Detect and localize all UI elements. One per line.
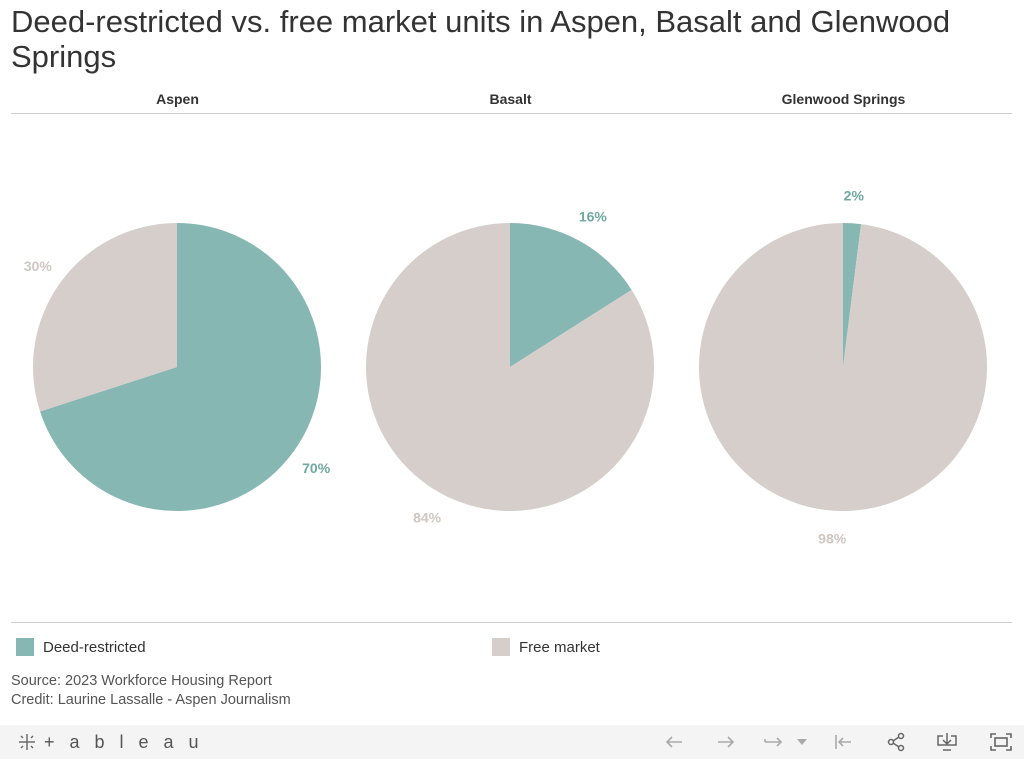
tableau-logo[interactable]: + a b l e a u bbox=[16, 731, 204, 753]
legend-item-deed-restricted[interactable]: Deed-restricted bbox=[16, 638, 146, 656]
legend-divider bbox=[11, 622, 1012, 623]
legend-label-deed-restricted: Deed-restricted bbox=[43, 638, 146, 656]
back-icon[interactable] bbox=[659, 725, 689, 759]
header-divider bbox=[11, 113, 1012, 114]
tableau-wordmark: + a b l e a u bbox=[44, 731, 204, 752]
pie-slice-basalt-free-market[interactable] bbox=[365, 223, 654, 511]
pie-slice-glenwood-springs-deed-restricted[interactable] bbox=[843, 223, 862, 367]
revert-icon[interactable] bbox=[759, 725, 789, 759]
pie-charts: 70% 30% 16% 84% 2% 98% bbox=[24, 187, 988, 547]
pie-slice-aspen-free-market[interactable] bbox=[32, 223, 178, 412]
credit-line: Credit: Laurine Lassalle - Aspen Journal… bbox=[11, 692, 291, 708]
legend-item-free-market[interactable]: Free market bbox=[492, 638, 600, 656]
fullscreen-icon[interactable] bbox=[986, 725, 1016, 759]
pie-label-aspen-free-market: 30% bbox=[24, 258, 53, 274]
source-notes: Source: 2023 Workforce Housing Report Cr… bbox=[11, 672, 291, 710]
pie-label-aspen-deed-restricted: 70% bbox=[302, 460, 331, 476]
tableau-cross-icon bbox=[19, 734, 35, 750]
source-line: Source: 2023 Workforce Housing Report bbox=[11, 673, 272, 689]
page-title: Deed-restricted vs. free market units in… bbox=[11, 4, 951, 74]
pie-label-basalt-deed-restricted: 16% bbox=[579, 208, 608, 224]
pie-title-aspen: Aspen bbox=[156, 91, 199, 107]
pie-slice-basalt-deed-restricted[interactable] bbox=[510, 223, 632, 367]
pie-slice-glenwood-springs-free-market[interactable] bbox=[699, 223, 988, 511]
pie-title-basalt: Basalt bbox=[489, 91, 532, 107]
toolbar: + a b l e a u bbox=[0, 725, 1024, 759]
pie-title-glenwood: Glenwood Springs bbox=[781, 91, 906, 107]
legend-label-free-market: Free market bbox=[519, 638, 600, 656]
pie-slice-aspen-deed-restricted[interactable] bbox=[40, 223, 322, 511]
forward-icon[interactable] bbox=[711, 725, 741, 759]
download-icon[interactable] bbox=[932, 725, 962, 759]
pie-label-glenwood-springs-free-market: 98% bbox=[818, 531, 847, 547]
share-icon[interactable] bbox=[881, 725, 911, 759]
reset-icon[interactable] bbox=[828, 725, 858, 759]
dropdown-icon[interactable] bbox=[792, 725, 812, 759]
legend-swatch-deed-restricted bbox=[16, 638, 34, 656]
pie-label-glenwood-springs-deed-restricted: 2% bbox=[844, 187, 865, 203]
legend-swatch-free-market bbox=[492, 638, 510, 656]
pie-label-basalt-free-market: 84% bbox=[413, 510, 442, 526]
